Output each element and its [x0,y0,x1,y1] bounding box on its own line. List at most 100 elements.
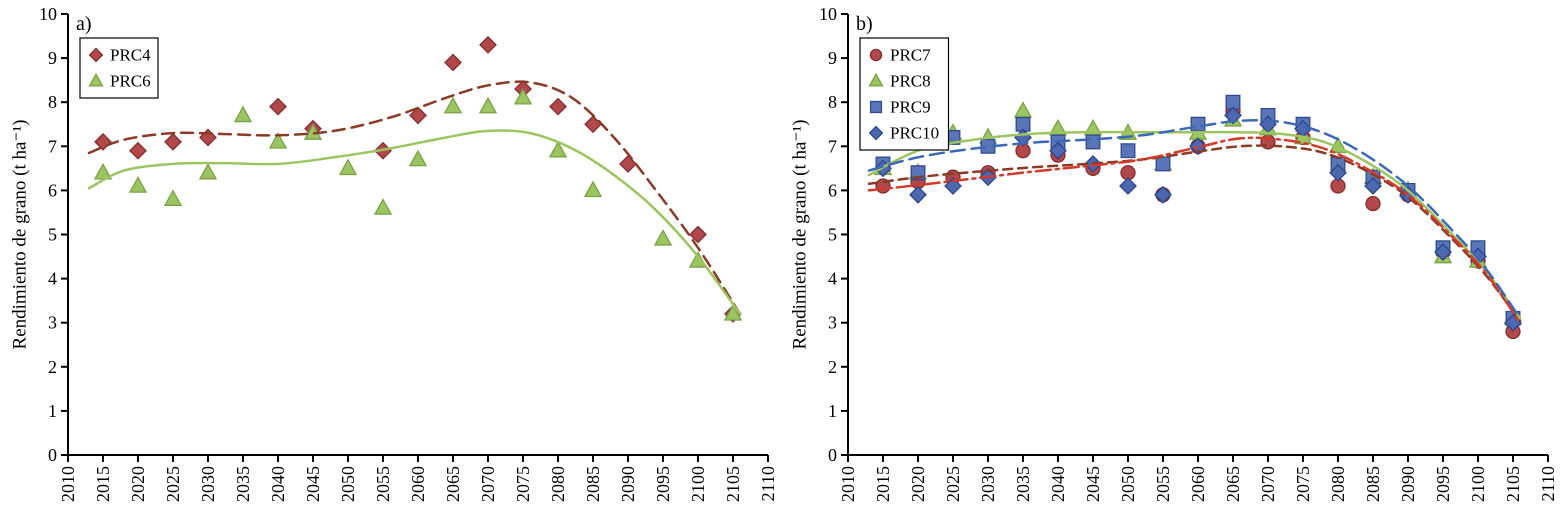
PRC6-marker [408,149,428,167]
trend-line-PRC4 [87,80,742,316]
x-tick-label: 2085 [1363,466,1383,502]
PRC6-marker [128,176,148,193]
legend-label-PRC8: PRC8 [890,72,931,91]
legend: PRC7 PRC8 PRC9 PRC10 [859,37,950,151]
x-axis: 2010 2015 2020 2025 2030 2035 2040 2045 2050 2055… [58,455,778,502]
PRC6-marker [653,229,673,246]
x-tick-label: 2055 [1153,466,1173,502]
x-tick-label: 2040 [1048,466,1068,502]
PRC10-marker [909,185,927,204]
PRC6-marker [443,96,463,114]
x-tick-label: 2015 [873,466,893,502]
PRC6-marker [198,162,218,180]
PRC10-marker [1434,243,1452,262]
y-tick-label: 7 [48,136,57,156]
y-tick-label: 1 [48,401,57,421]
x-tick-label: 2010 [58,466,78,502]
x-tick-label: 2075 [513,466,533,502]
y-tick-label: 6 [48,180,57,200]
PRC10-marker [1049,141,1067,160]
x-tick-label: 2045 [303,466,323,502]
x-tick-label: 2040 [268,466,288,502]
PRC9-legend-marker [869,100,883,114]
x-tick-label: 2020 [128,466,148,502]
x-tick-label: 2080 [1328,466,1348,502]
x-tick-label: 2095 [1433,466,1453,502]
axes [847,14,1548,456]
trend-line-PRC8 [867,130,1522,320]
x-tick-label: 2050 [1118,466,1138,502]
x-tick-label: 2080 [548,466,568,502]
y-tick-label: 2 [828,357,837,377]
PRC10-marker [944,177,962,195]
PRC6-marker [583,180,603,198]
y-tick-label: 10 [819,4,837,24]
y-tick-label: 3 [48,313,57,333]
PRC6-marker [163,189,183,206]
y-tick-label: 0 [48,445,57,465]
chart-svg-a: 0 1 2 3 4 5 6 7 8 9 10 2010 2015 2020 2025 2030 2035 2040… [10,4,779,502]
PRC8-legend-marker [868,72,884,87]
y-axis: 0 1 2 3 4 5 6 7 8 9 10 [39,4,68,465]
x-tick-label: 2020 [908,466,928,502]
x-tick-label: 2035 [233,466,253,502]
y-axis: 0 1 2 3 4 5 6 7 8 9 10 [819,4,848,465]
legend: PRC4 PRC6 [79,37,159,99]
PRC4-marker [94,132,112,151]
x-tick-label: 2025 [163,466,183,502]
PRC6-marker [338,158,358,176]
x-tick-label: 2090 [1398,466,1418,502]
PRC10-marker [1329,163,1347,182]
panel-b-chart: 0 1 2 3 4 5 6 7 8 9 10 2010 2015 2020 2025 2030 2035 2040… [780,0,1560,520]
trend-line-PRC7 [867,144,1522,322]
PRC6-marker [548,140,568,158]
x-tick-label: 2100 [1468,466,1488,502]
x-tick-label: 2045 [1083,466,1103,502]
PRC4-marker [199,128,217,147]
PRC6-marker [723,304,743,321]
PRC6-marker [373,198,393,215]
x-axis: 2010 2015 2020 2025 2030 2035 2040 2045 2050 2055… [838,455,1558,502]
x-tick-label: 2030 [978,466,998,502]
legend-label-PRC7: PRC7 [890,46,931,65]
y-tick-label: 4 [828,269,837,289]
y-tick-label: 10 [39,4,57,24]
PRC4-marker [129,141,147,160]
y-tick-label: 7 [828,136,837,156]
PRC4-marker [619,155,637,173]
PRC4-marker [689,225,707,244]
panel-label: a) [76,13,92,35]
PRC10-marker [1364,177,1382,195]
y-tick-label: 5 [828,225,837,245]
x-tick-label: 2075 [1293,466,1313,502]
PRC10-marker [1119,177,1137,195]
PRC8-marker [1013,101,1033,118]
x-tick-label: 2065 [1223,466,1243,502]
trend-line-PRC10 [867,136,1522,324]
x-tick-label: 2015 [93,466,113,502]
x-tick-label: 2070 [1258,466,1278,502]
x-tick-label: 2110 [1538,466,1558,501]
legend-label-PRC9: PRC9 [890,98,931,117]
PRC6-marker [268,132,288,149]
PRC4-marker [269,97,287,116]
y-tick-label: 5 [48,225,57,245]
y-tick-label: 0 [828,445,837,465]
x-tick-label: 2065 [443,466,463,502]
PRC9-marker [1120,143,1136,159]
legend-box [79,37,159,99]
PRC10-marker [1154,185,1172,204]
x-tick-label: 2035 [1013,466,1033,502]
PRC4-marker [549,97,567,116]
legend-label-PRC6: PRC6 [110,72,151,91]
PRC7-marker [1365,195,1381,212]
x-tick-label: 2055 [373,466,393,502]
legend-label-PRC10: PRC10 [890,124,939,143]
y-axis-label: Rendimiento de grano (t ha⁻¹) [10,120,31,350]
x-tick-label: 2010 [838,466,858,502]
x-tick-label: 2095 [653,466,673,502]
y-tick-label: 9 [828,48,837,68]
y-tick-label: 1 [828,401,837,421]
PRC4-marker [164,132,182,151]
